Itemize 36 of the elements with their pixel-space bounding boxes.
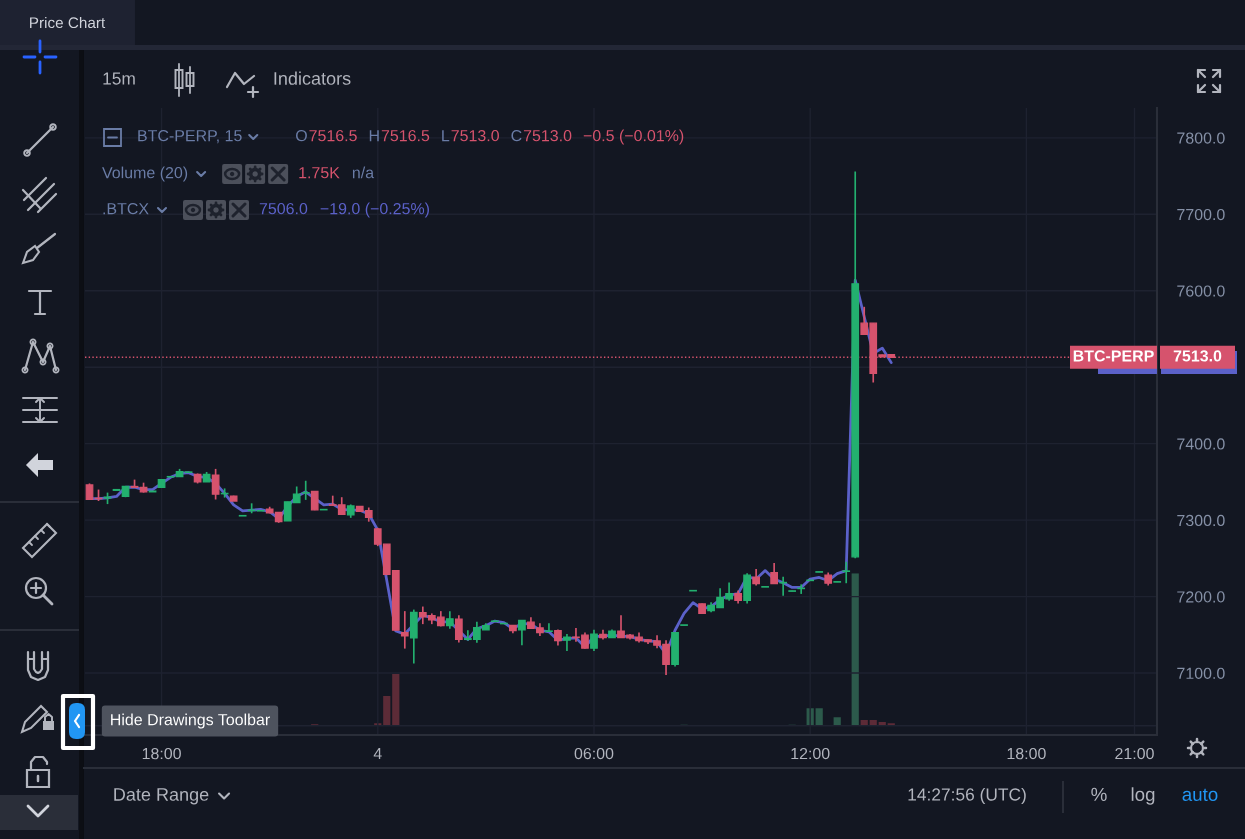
text: auto [1182, 788, 1218, 802]
text: 14:27:56 (UTC) [908, 787, 1026, 805]
chart-title: Volume (20) [102, 166, 188, 182]
annotation: Hide Drawings Toolbar [111, 713, 270, 729]
annotation: −0.5 (−0.01%) [583, 129, 684, 145]
y-tick-label: 7200.0 [1177, 591, 1225, 603]
ref-line-label: BTC-PERP [1073, 350, 1154, 362]
text: BTC-PERP, 15 [138, 129, 242, 144]
y-tick-label: 7800.0 [1177, 132, 1225, 144]
text: .BTCX [103, 202, 149, 215]
text: log [1131, 787, 1155, 805]
x-tick-label: 21:00 [1115, 747, 1154, 760]
text: Date Range [114, 788, 209, 805]
x-tick-label: 12:00 [791, 747, 830, 760]
x-tick-label: 18:00 [1007, 747, 1046, 760]
y-tick-label: 7100.0 [1177, 667, 1225, 680]
annotation: H7516.5 [369, 129, 430, 142]
y-tick-label: 7400.0 [1177, 438, 1225, 450]
annotation: 1.75K [299, 167, 340, 179]
text: 7513.0 [1173, 350, 1222, 362]
annotation: L7513.0 [442, 129, 499, 142]
y-tick-label: 7300.0 [1177, 514, 1225, 527]
y-tick-label: 7600.0 [1177, 285, 1225, 297]
y-tick-label: 7700.0 [1177, 208, 1225, 221]
annotation: O7516.5 [296, 129, 357, 142]
annotation: −19.0 (−0.25%) [320, 202, 429, 218]
text: 15m [103, 72, 135, 85]
x-tick-label: 06:00 [574, 747, 614, 760]
annotation: n/a [352, 166, 375, 179]
annotation: 7506.0 [259, 202, 308, 215]
x-tick-label: 4 [373, 748, 382, 760]
annotation: C7513.0 [511, 129, 572, 142]
x-tick-label: 18:00 [142, 747, 181, 760]
text: Price Chart [30, 16, 106, 29]
text: Indicators [274, 71, 351, 85]
text: % [1091, 787, 1107, 801]
